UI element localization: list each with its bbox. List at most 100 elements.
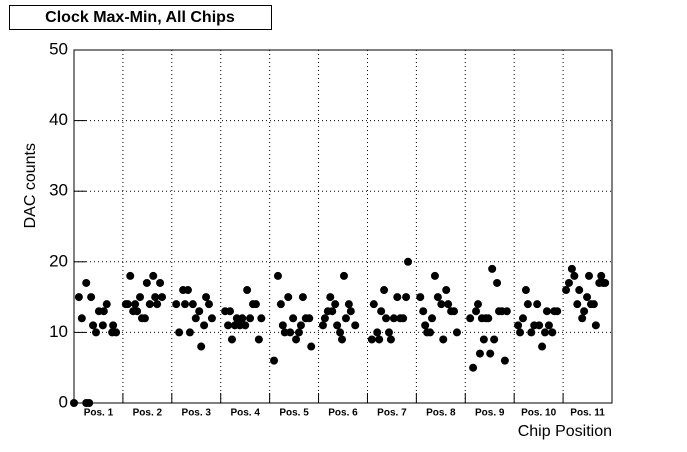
point bbox=[344, 300, 353, 309]
point bbox=[601, 278, 610, 287]
point bbox=[243, 286, 252, 295]
point bbox=[204, 300, 213, 309]
point bbox=[367, 335, 376, 344]
point bbox=[77, 314, 86, 323]
point bbox=[527, 328, 536, 337]
x-tick-label: Pos. 3 bbox=[182, 408, 212, 419]
point bbox=[589, 300, 598, 309]
point bbox=[544, 321, 553, 330]
point bbox=[126, 271, 135, 280]
point bbox=[416, 293, 425, 302]
point bbox=[351, 321, 360, 330]
point bbox=[538, 342, 547, 351]
point bbox=[450, 307, 459, 316]
point bbox=[151, 293, 160, 302]
point bbox=[70, 399, 78, 407]
point bbox=[89, 321, 98, 330]
point bbox=[386, 335, 395, 344]
point bbox=[375, 335, 384, 344]
point bbox=[149, 271, 158, 280]
point bbox=[331, 300, 340, 309]
y-tick-label: 40 bbox=[49, 110, 68, 129]
point bbox=[273, 271, 282, 280]
point bbox=[82, 278, 91, 287]
point bbox=[238, 314, 247, 323]
point bbox=[200, 321, 209, 330]
point bbox=[270, 356, 279, 365]
point bbox=[181, 300, 190, 309]
point bbox=[227, 335, 236, 344]
point bbox=[369, 300, 378, 309]
point bbox=[85, 399, 94, 407]
point bbox=[333, 321, 342, 330]
point bbox=[402, 293, 411, 302]
point bbox=[580, 307, 589, 316]
point bbox=[377, 307, 386, 316]
point bbox=[328, 307, 337, 316]
point bbox=[573, 300, 582, 309]
point bbox=[473, 300, 482, 309]
point bbox=[393, 293, 402, 302]
point bbox=[224, 321, 233, 330]
point bbox=[140, 314, 149, 323]
point bbox=[338, 335, 347, 344]
point bbox=[380, 286, 389, 295]
point bbox=[99, 307, 108, 316]
point bbox=[305, 314, 314, 323]
y-tick-label: 30 bbox=[49, 181, 68, 200]
point bbox=[276, 300, 285, 309]
point bbox=[564, 278, 573, 287]
chart-title: Clock Max-Min, All Chips bbox=[45, 9, 235, 26]
point bbox=[562, 286, 571, 295]
point bbox=[346, 307, 355, 316]
plot-frame bbox=[73, 49, 613, 404]
y-tick-label: 20 bbox=[49, 251, 68, 270]
point bbox=[289, 314, 298, 323]
point bbox=[185, 328, 194, 337]
point bbox=[294, 328, 303, 337]
x-tick-label: Pos. 9 bbox=[475, 408, 505, 419]
point bbox=[112, 328, 121, 337]
point bbox=[373, 328, 382, 337]
point bbox=[433, 293, 442, 302]
point bbox=[488, 264, 497, 273]
point bbox=[339, 271, 348, 280]
y-tick-label: 0 bbox=[59, 392, 68, 411]
point bbox=[585, 271, 594, 280]
point bbox=[123, 300, 132, 309]
point bbox=[298, 293, 307, 302]
point bbox=[384, 328, 393, 337]
point bbox=[428, 314, 437, 323]
point bbox=[92, 328, 101, 337]
x-tick-label: Pos. 10 bbox=[521, 408, 556, 419]
point bbox=[484, 314, 493, 323]
point bbox=[389, 314, 398, 323]
point bbox=[74, 293, 83, 302]
point bbox=[175, 328, 184, 337]
point bbox=[444, 300, 453, 309]
point bbox=[535, 321, 544, 330]
point bbox=[87, 293, 96, 302]
point bbox=[404, 257, 413, 266]
point bbox=[479, 335, 488, 344]
point bbox=[575, 286, 584, 295]
point bbox=[251, 300, 260, 309]
point bbox=[486, 349, 495, 358]
x-tick-label: Pos. 2 bbox=[133, 408, 163, 419]
point bbox=[500, 356, 509, 365]
point bbox=[578, 314, 587, 323]
point bbox=[98, 321, 107, 330]
point bbox=[183, 286, 192, 295]
point bbox=[553, 307, 562, 316]
point bbox=[548, 328, 557, 337]
point bbox=[292, 335, 301, 344]
point bbox=[102, 300, 111, 309]
point bbox=[142, 278, 151, 287]
point bbox=[241, 321, 250, 330]
x-tick-label: Pos. 4 bbox=[230, 408, 260, 419]
point bbox=[172, 300, 181, 309]
point bbox=[419, 307, 428, 316]
